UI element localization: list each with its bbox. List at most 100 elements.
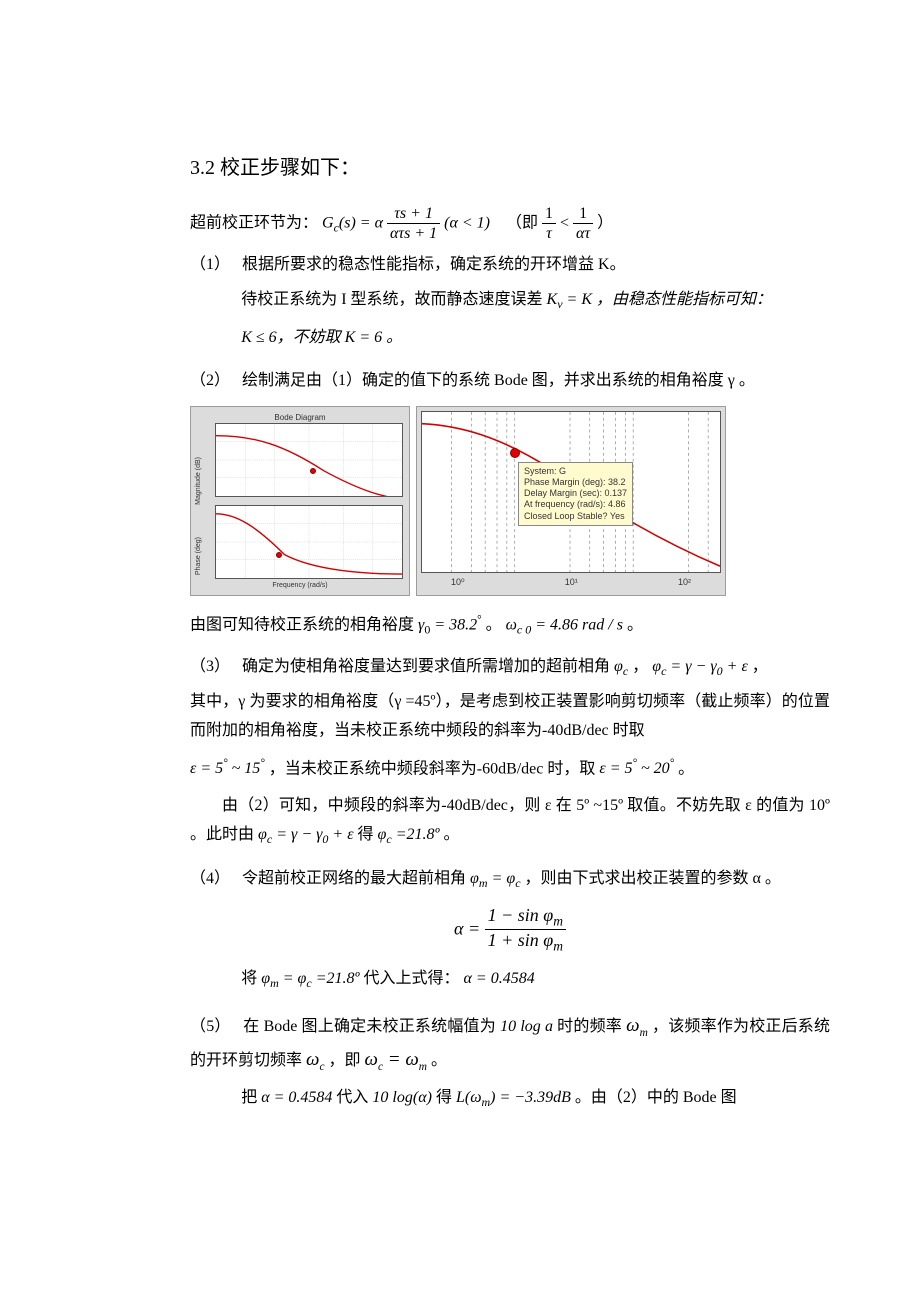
ab-wval: = 4.86 [535, 616, 578, 633]
step4-l1b: ，则由下式求出校正装置的参数 α 。 [525, 870, 781, 887]
step3-line4: 由（2）可知，中频段的斜率为-40dB/dec，则 ε 在 5º ~15º 取值… [190, 792, 830, 851]
step5-tenloga: 10 log(α) [372, 1089, 432, 1106]
step3-res: φc =21.8º [378, 826, 440, 843]
step5-l1a: 在 Bode 图上确定未校正系统幅值为 [243, 1018, 496, 1035]
bode-phase-svg [216, 506, 402, 578]
gc-arg: (s) = α [339, 214, 383, 231]
lt-sign: < [560, 214, 569, 231]
step5-l1e: 。 [431, 1052, 447, 1069]
sf2-den: ατ [573, 224, 593, 243]
tooltip-l1: System: G [524, 466, 627, 477]
step5-label: （5） [190, 1018, 231, 1035]
sf1-num: 1 [542, 204, 556, 224]
step2-text: 绘制满足由（1）确定的值下的系统 Bode 图，并求出系统的相角裕度 γ 。 [242, 372, 755, 389]
step1-l2eq: = K ，由稳态性能指标可知： [567, 291, 772, 308]
bode-mag-axes [215, 423, 403, 497]
bode-mag-marker [310, 468, 316, 474]
ab-end: 。 [627, 616, 643, 633]
section-number: 3.2 [190, 157, 215, 179]
step4-l1a: 令超前校正网络的最大超前相角 [242, 870, 466, 887]
step3-l1b: ， [632, 658, 648, 675]
xtick-0: 10⁰ [451, 574, 465, 590]
tooltip-l3: Delay Margin (sec): 0.137 [524, 488, 627, 499]
ab-a: 由图可知待校正系统的相角裕度 [190, 616, 414, 633]
step3-l3end: 。 [678, 760, 694, 777]
step3-l3a: ，当未校正系统中频段斜率为-60dB/dec 时，取 [269, 760, 596, 777]
step5-l2a: 把 [241, 1089, 261, 1106]
small-frac-2: 1 ατ [573, 204, 593, 243]
bode-mag-svg [216, 424, 402, 496]
step2: （2） 绘制满足由（1）确定的值下的系统 Bode 图，并求出系统的相角裕度 γ… [190, 367, 830, 396]
ab-g0val: = 38.2 [434, 616, 477, 633]
step3-l4end: 。 [444, 826, 460, 843]
note-close: ） [597, 214, 613, 231]
section-heading: 3.2 校正步骤如下： [190, 150, 830, 186]
step5-l2c: 得 [436, 1089, 452, 1106]
step4-result: α = 0.4584 [464, 970, 535, 987]
step5-l2b: 代入 [336, 1089, 368, 1106]
step1-line2: 待校正系统为 I 型系统，故而静态速度误差 Kv = K ，由稳态性能指标可知： [241, 286, 830, 316]
alpha-frac: 1 − sin φm 1 + sin φm [485, 905, 566, 956]
step4-label: （4） [190, 870, 230, 887]
tooltip-l4: At frequency (rad/s): 4.86 [524, 499, 627, 510]
step1-l3b: K = 6 。 [345, 329, 402, 346]
step1-label: （1） [190, 256, 230, 273]
bode-right-axes: System: G Phase Margin (deg): 38.2 Delay… [421, 411, 721, 573]
step3-phicsub: c [623, 664, 628, 678]
step3-l1a: 确定为使相角裕度量达到要求值所需增加的超前相角 [242, 658, 610, 675]
step1-l2a: 待校正系统为 I 型系统，故而静态速度误差 [241, 291, 542, 308]
intro-prefix: 超前校正环节为： [190, 214, 318, 231]
ab-unit: rad / s [582, 616, 623, 633]
step4-l2b: 代入上式得： [363, 970, 459, 987]
ab-g0sub: 0 [424, 622, 430, 636]
step4-l2a: 将 [241, 970, 257, 987]
ab-deg1: ° [477, 614, 481, 626]
alpha-lhs: α = [454, 918, 480, 938]
sf2-num: 1 [573, 204, 593, 224]
step3-line2: 其中，γ 为要求的相角裕度（γ =45º），是考虑到校正装置影响剪切频率（截止频… [190, 688, 830, 746]
bode-tooltip: System: G Phase Margin (deg): 38.2 Delay… [518, 462, 633, 526]
tooltip-l5: Closed Loop Stable? Yes [524, 511, 627, 522]
step5-wm: ωm [626, 1015, 648, 1036]
alpha-cond: (α < 1) [444, 214, 490, 231]
bode-phase-grid [216, 506, 402, 578]
step3-l1c: ， [752, 658, 768, 675]
step5-line2: 把 α = 0.4584 代入 10 log(α) 得 L(ωm) = −3.3… [241, 1084, 830, 1114]
frac-den: ατs + 1 [387, 224, 440, 243]
step3: （3） 确定为使相角裕度量达到要求值所需增加的超前相角 φc ， φc = γ … [190, 653, 830, 683]
step5-wc: ωc [306, 1049, 324, 1070]
step5-alphaval: α = 0.4584 [261, 1089, 332, 1106]
step3-line3: ε = 5° ~ 15° ，当未校正系统中频段斜率为-60dB/dec 时，取 … [190, 754, 830, 784]
step5-l2d: 。由（2）中的 Bode 图 [575, 1089, 737, 1106]
step4: （4） 令超前校正网络的最大超前相角 φm = φc ，则由下式求出校正装置的参… [190, 865, 830, 895]
after-bode: 由图可知待校正系统的相角裕度 γ0 = 38.2° 。 ωc 0 = 4.86 … [190, 610, 830, 641]
step5-eq: ωc = ωm [365, 1049, 427, 1070]
step3-phic: φ [614, 658, 623, 675]
ab-w: ω [506, 616, 517, 633]
step5-l1d: ，即 [329, 1052, 361, 1069]
step5-tenlog: 10 log a [500, 1018, 553, 1035]
main-fraction: τs + 1 ατs + 1 [387, 204, 440, 243]
step3-eq: φc = γ − γ0 + ε [652, 658, 748, 675]
step4-subst: φm = φc =21.8º [261, 970, 359, 987]
ab-wsub: c 0 [517, 622, 531, 636]
step4-line2: 将 φm = φc =21.8º 代入上式得： α = 0.4584 [241, 965, 830, 995]
note-open: （即 [506, 214, 538, 231]
step3-l4b: 得 [358, 826, 374, 843]
tooltip-l2: Phase Margin (deg): 38.2 [524, 477, 627, 488]
step5-l1b: 时的频率 [557, 1018, 622, 1035]
xtick-2: 10² [678, 574, 691, 590]
step3-label: （3） [190, 658, 230, 675]
step2-label: （2） [190, 372, 230, 389]
xtick-1: 10¹ [565, 574, 578, 590]
step3-eps1: ε = 5° ~ 15° [190, 760, 265, 777]
ab-period: 。 [486, 616, 506, 633]
intro-line: 超前校正环节为： Gc(s) = α τs + 1 ατs + 1 (α < 1… [190, 204, 830, 243]
kv-sub: v [557, 297, 562, 311]
bode-mag-grid [216, 424, 402, 496]
step3-eps2: ε = 5° ~ 20° [599, 760, 674, 777]
step1: （1） 根据所要求的稳态性能指标，确定系统的开环增益 K。 [190, 251, 830, 280]
bode-right-marker [510, 448, 520, 458]
step3-eq2: φc = γ − γ0 + ε [258, 826, 354, 843]
small-frac-1: 1 τ [542, 204, 556, 243]
